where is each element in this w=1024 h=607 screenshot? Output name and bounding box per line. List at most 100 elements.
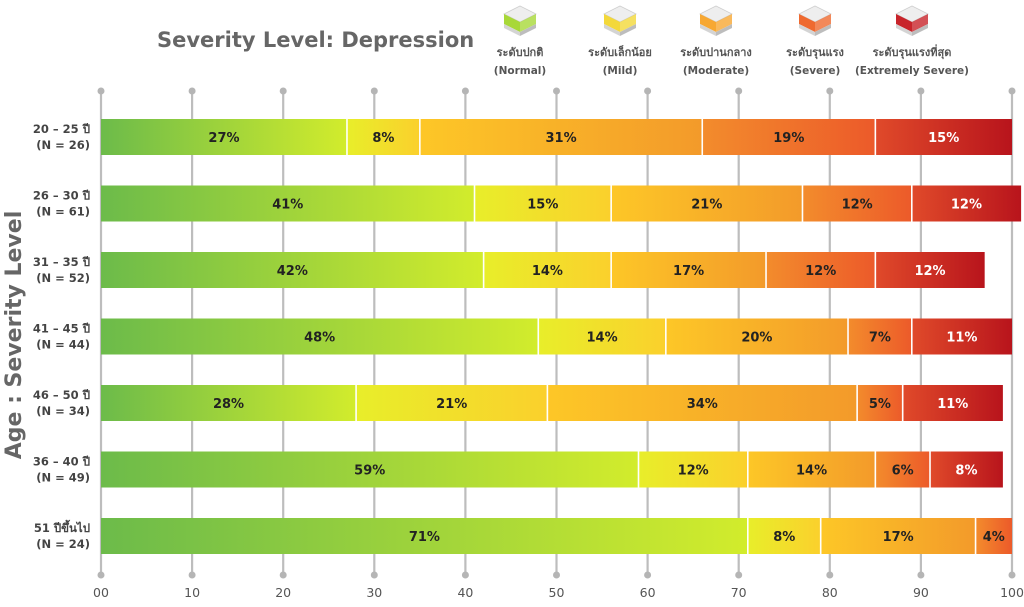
segment-label: 31% xyxy=(545,131,576,146)
gridline-bottom-dot xyxy=(644,571,652,579)
category-n-label: (N = 52) xyxy=(36,271,90,285)
segment-label: 12% xyxy=(914,264,945,279)
legend-label: ระดับปกติ xyxy=(497,46,544,59)
category-n-label: (N = 61) xyxy=(36,205,90,219)
category-label: 20 – 25 ปี xyxy=(33,122,90,136)
legend-item: ระดับปกติ (Normal) xyxy=(494,5,546,77)
bar-segment xyxy=(538,318,666,355)
cube-icon xyxy=(503,5,537,36)
segment-label: 8% xyxy=(773,530,795,545)
segment-label: 41% xyxy=(272,198,303,213)
segment-label: 34% xyxy=(687,397,718,412)
segment-label: 48% xyxy=(304,331,335,346)
category-n-label: (N = 34) xyxy=(36,404,90,418)
legend-sublabel: (Mild) xyxy=(603,65,638,77)
gridline-top-dot xyxy=(188,87,196,95)
legend-item: ระดับปานกลาง (Moderate) xyxy=(680,5,752,77)
x-tick-label: 00 xyxy=(93,585,109,600)
category-label: 41 – 45 ปี xyxy=(33,322,90,336)
x-tick-label: 30 xyxy=(366,585,382,600)
bar-segment xyxy=(911,318,1012,355)
category-n-label: (N = 24) xyxy=(36,537,90,551)
bar-row: 28% 21% 34% 5% 11% xyxy=(101,385,1003,421)
segment-label: 17% xyxy=(883,530,914,545)
x-tick-label: 80 xyxy=(822,585,838,600)
legend-label: ระดับรุนแรง xyxy=(786,46,844,60)
category-n-label: (N = 49) xyxy=(36,471,90,485)
category-label: 36 – 40 ปี xyxy=(33,455,90,469)
legend-label: ระดับเล็กน้อย xyxy=(588,45,652,59)
category-label: 46 – 50 ปี xyxy=(33,388,90,402)
legend-sublabel: (Severe) xyxy=(790,65,841,77)
bar-segment xyxy=(875,451,931,488)
bar-segment xyxy=(419,119,703,155)
segment-label: 7% xyxy=(869,331,891,346)
segment-label: 14% xyxy=(796,464,827,479)
bar-segment xyxy=(802,185,912,222)
segment-label: 11% xyxy=(946,331,977,346)
segment-label: 15% xyxy=(527,198,558,213)
y-axis-label: Age : Severity Level xyxy=(2,211,27,460)
segment-label: 12% xyxy=(951,198,982,213)
legend-item: ระดับรุนแรงที่สุด (Extremely Severe) xyxy=(855,5,969,77)
bar-segment xyxy=(101,518,748,554)
gridline-top-dot xyxy=(917,87,925,95)
gridline-top-dot xyxy=(370,87,378,95)
segment-label: 12% xyxy=(678,464,709,479)
chart-title: Severity Level: Depression xyxy=(157,28,474,52)
legend-item: ระดับรุนแรง (Severe) xyxy=(786,5,844,77)
bar-segment xyxy=(857,385,903,421)
segment-label: 8% xyxy=(372,131,394,146)
segment-label: 21% xyxy=(691,198,722,213)
gridline-bottom-dot xyxy=(735,571,743,579)
segment-label: 8% xyxy=(955,464,977,479)
cube-icon xyxy=(699,5,733,36)
segment-label: 15% xyxy=(928,131,959,146)
segment-label: 4% xyxy=(983,530,1005,545)
gridline-bottom-dot xyxy=(1008,571,1016,579)
bar-segment xyxy=(101,451,639,488)
legend-label: ระดับรุนแรงที่สุด xyxy=(873,44,952,60)
bar-row: 71% 8% 17% 4% xyxy=(101,518,1012,554)
legend-sublabel: (Moderate) xyxy=(683,65,749,77)
legend-sublabel: (Extremely Severe) xyxy=(855,65,969,77)
gridline-top-dot xyxy=(826,87,834,95)
bar-row: 59% 12% 14% 6% 8% xyxy=(101,451,1003,488)
bar-row: 48% 14% 20% 7% 11% xyxy=(101,318,1012,355)
gridline-top-dot xyxy=(279,87,287,95)
gridline-top-dot xyxy=(553,87,560,95)
bar-segment xyxy=(702,119,876,155)
segment-label: 12% xyxy=(805,264,836,279)
category-label: 31 – 35 ปี xyxy=(33,255,90,269)
cube-icon xyxy=(895,5,929,36)
segment-label: 12% xyxy=(842,198,873,213)
gridline-top-dot xyxy=(461,87,469,95)
x-tick-label: 40 xyxy=(457,585,473,600)
gridline-bottom-dot xyxy=(461,571,469,579)
gridline-bottom-dot xyxy=(553,571,560,579)
x-tick-label: 10 xyxy=(184,585,200,600)
bar-segment xyxy=(911,185,1022,222)
x-tick-label: 20 xyxy=(275,585,291,600)
bar-segment xyxy=(747,518,821,554)
bar-segment xyxy=(346,119,420,155)
bar-row: 41% 15% 21% 12% 12% xyxy=(101,185,1022,222)
bar-segment xyxy=(902,385,1003,421)
gridline-top-dot xyxy=(644,87,652,95)
segment-label: 71% xyxy=(409,530,440,545)
bar-segment xyxy=(547,385,858,421)
gridline-top-dot xyxy=(1008,87,1016,95)
category-label: 26 – 30 ปี xyxy=(33,189,90,203)
gridline-bottom-dot xyxy=(826,571,834,579)
segment-label: 14% xyxy=(586,331,617,346)
category-labels: 20 – 25 ปี (N = 26) 26 – 30 ปี (N = 61) 31 –… xyxy=(33,122,90,551)
gridline-top-dot xyxy=(97,87,105,95)
bar-row: 27% 8% 31% 19% 15% xyxy=(101,119,1012,155)
legend: ระดับปกติ(Normal) ระดับเล็กน้อย (Mild) ระดั… xyxy=(494,5,969,77)
bar-segment xyxy=(665,318,849,355)
bar-segment xyxy=(875,252,985,288)
x-tick-label: 60 xyxy=(640,585,656,600)
gridline-top-dot xyxy=(735,87,743,95)
bar-segment xyxy=(820,518,976,554)
x-tick-label: 100 xyxy=(1000,585,1024,600)
